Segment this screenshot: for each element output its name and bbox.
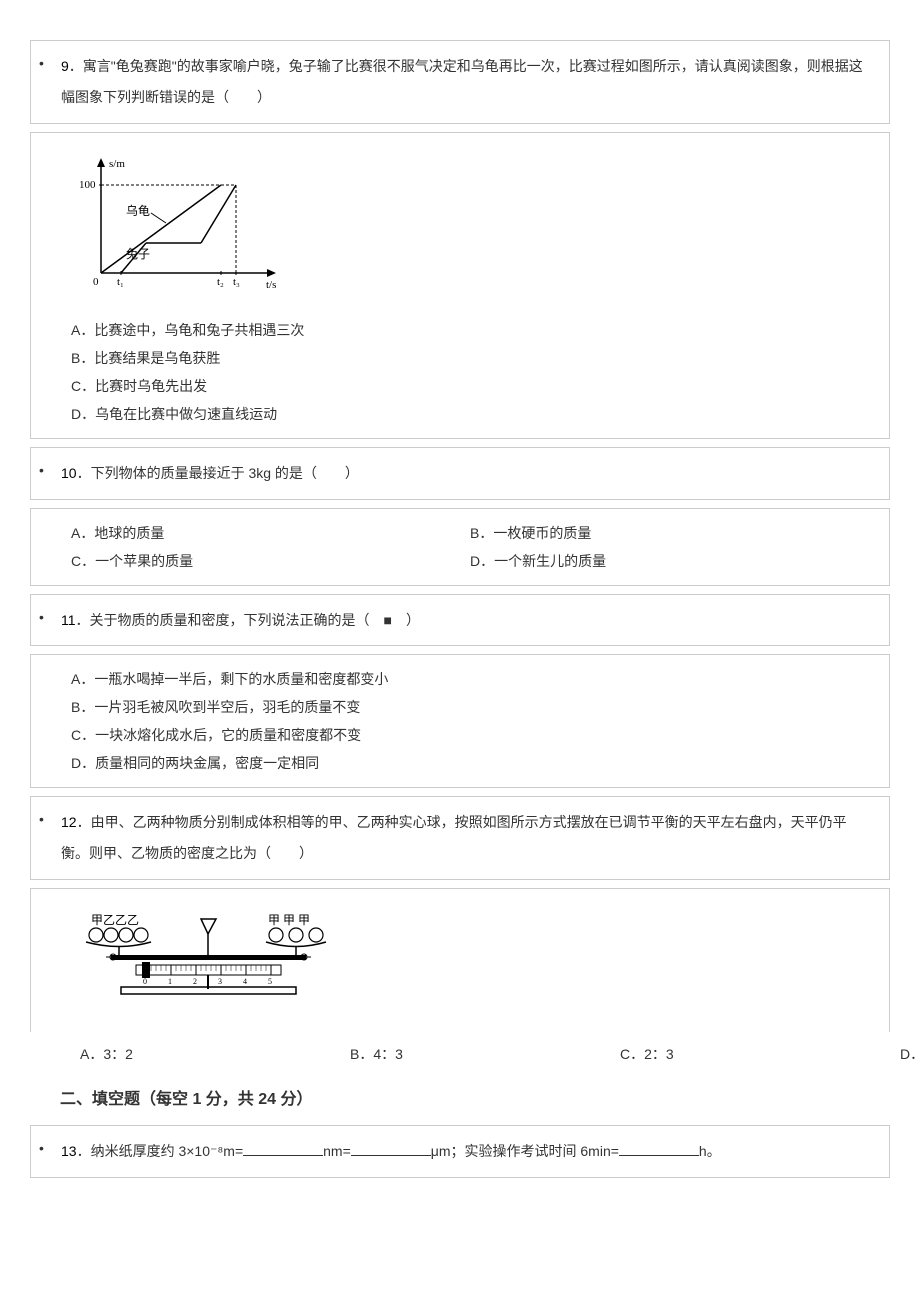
question-13-text: 13．纳米纸厚度约 3×10⁻⁸m= nm= μm；实验操作考试时间 6min= h。: [51, 1136, 869, 1167]
question-9: 9．寓言"龟兔赛跑"的故事家喻户晓，兔子输了比赛很不服气决定和乌龟再比一次，比赛…: [30, 40, 890, 124]
q12-option-b: B．4：3: [350, 1040, 620, 1068]
q13-mid1: nm=: [323, 1143, 351, 1159]
question-12-text: 12．由甲、乙两种物质分别制成体积相等的甲、乙两种实心球，按照如图所示方式摆放在…: [51, 807, 869, 869]
question-11-text: 11．关于物质的质量和密度，下列说法正确的是（ ■ ）: [51, 605, 869, 636]
svg-text:0: 0: [143, 977, 147, 986]
svg-text:2: 2: [193, 977, 197, 986]
turtle-label: 乌龟: [126, 203, 150, 218]
q11-option-a: A．一瓶水喝掉一半后，剩下的水质量和密度都变小: [71, 665, 869, 693]
q12-options: A．3：2 B．4：3 C．2：3: [60, 1040, 890, 1068]
q13-mid2: μm；实验操作考试时间 6min=: [431, 1143, 619, 1159]
question-13: 13．纳米纸厚度约 3×10⁻⁸m= nm= μm；实验操作考试时间 6min= h。: [30, 1125, 890, 1178]
svg-text:5: 5: [268, 977, 272, 986]
question-9-sub: s/m 100 乌龟 兔子 0 t₁ t₂ t₃ t/s: [30, 132, 890, 439]
q12-option-a: A．3：2: [80, 1040, 350, 1068]
q11-number: 11: [61, 612, 76, 628]
right-pan-label: 甲 甲 甲: [268, 913, 310, 927]
q13-number: 13: [61, 1143, 77, 1159]
q10-options: A．地球的质量 B．一枚硬币的质量 C．一个苹果的质量 D．一个新生儿的质量: [51, 519, 869, 575]
q11-option-c: C．一块冰熔化成水后，它的质量和密度都不变: [71, 721, 869, 749]
race-graph: s/m 100 乌龟 兔子 0 t₁ t₂ t₃ t/s: [71, 153, 869, 301]
q10-option-a: A．地球的质量: [71, 519, 470, 547]
svg-text:4: 4: [243, 977, 247, 986]
t2-label: t₂: [217, 276, 224, 288]
q12-options-row: A．3：2 B．4：3 C．2：3 D．1：: [30, 1040, 890, 1068]
blank-3: [619, 1142, 699, 1156]
question-11: 11．关于物质的质量和密度，下列说法正确的是（ ■ ）: [30, 594, 890, 647]
origin-label: 0: [93, 276, 99, 288]
left-pan-label: 甲乙乙乙: [91, 913, 139, 927]
q9-option-b: B．比赛结果是乌龟获胜: [71, 344, 869, 372]
rabbit-label: 兔子: [126, 246, 150, 261]
blank-1: [243, 1142, 323, 1156]
y-max-label: 100: [79, 179, 96, 191]
q12-content: ．由甲、乙两种物质分别制成体积相等的甲、乙两种实心球，按照如图所示方式摆放在已调…: [61, 814, 847, 861]
balance-diagram: 甲乙乙乙 甲 甲 甲: [71, 909, 869, 1007]
t3-label: t₃: [233, 276, 240, 288]
question-10-text: 10．下列物体的质量最接近于 3kg 的是（ ）: [51, 458, 869, 489]
q11-option-b: B．一片羽毛被风吹到半空后，羽毛的质量不变: [71, 693, 869, 721]
y-axis-label: s/m: [109, 158, 125, 170]
question-9-text: 9．寓言"龟兔赛跑"的故事家喻户晓，兔子输了比赛很不服气决定和乌龟再比一次，比赛…: [51, 51, 869, 113]
svg-text:3: 3: [218, 977, 222, 986]
q12-option-c: C．2：3: [620, 1040, 890, 1068]
q11-content: ．关于物质的质量和密度，下列说法正确的是（ ■ ）: [76, 612, 420, 628]
q13-suffix: h。: [699, 1143, 721, 1159]
q9-option-d: D．乌龟在比赛中做匀速直线运动: [71, 400, 869, 428]
q10-number: 10: [61, 465, 77, 481]
q12-option-d: D．1：: [900, 1040, 920, 1068]
q10-option-d: D．一个新生儿的质量: [470, 547, 869, 575]
q9-content: ．寓言"龟兔赛跑"的故事家喻户晓，兔子输了比赛很不服气决定和乌龟再比一次，比赛过…: [61, 58, 863, 105]
q9-number: 9: [61, 58, 69, 74]
q9-option-a: A．比赛途中，乌龟和兔子共相遇三次: [71, 316, 869, 344]
x-axis-label: t/s: [266, 279, 276, 291]
q12-number: 12: [61, 814, 77, 830]
section-2-title: 二、填空题（每空 1 分，共 24 分）: [30, 1076, 890, 1125]
question-12: 12．由甲、乙两种物质分别制成体积相等的甲、乙两种实心球，按照如图所示方式摆放在…: [30, 796, 890, 880]
question-10-sub: A．地球的质量 B．一枚硬币的质量 C．一个苹果的质量 D．一个新生儿的质量: [30, 508, 890, 586]
q10-content: ．下列物体的质量最接近于 3kg 的是（ ）: [77, 465, 359, 481]
q11-options: A．一瓶水喝掉一半后，剩下的水质量和密度都变小 B．一片羽毛被风吹到半空后，羽毛…: [51, 665, 869, 777]
q10-option-c: C．一个苹果的质量: [71, 547, 470, 575]
svg-text:1: 1: [168, 977, 172, 986]
q13-prefix: ．纳米纸厚度约 3×10⁻⁸m=: [77, 1143, 244, 1159]
question-11-sub: A．一瓶水喝掉一半后，剩下的水质量和密度都变小 B．一片羽毛被风吹到半空后，羽毛…: [30, 654, 890, 788]
q9-option-c: C．比赛时乌龟先出发: [71, 372, 869, 400]
q9-options: A．比赛途中，乌龟和兔子共相遇三次 B．比赛结果是乌龟获胜 C．比赛时乌龟先出发…: [51, 316, 869, 428]
q10-option-b: B．一枚硬币的质量: [470, 519, 869, 547]
question-12-sub: 甲乙乙乙 甲 甲 甲: [30, 888, 890, 1032]
blank-2: [351, 1142, 431, 1156]
t1-label: t₁: [117, 276, 124, 288]
question-10: 10．下列物体的质量最接近于 3kg 的是（ ）: [30, 447, 890, 500]
q11-option-d: D．质量相同的两块金属，密度一定相同: [71, 749, 869, 777]
